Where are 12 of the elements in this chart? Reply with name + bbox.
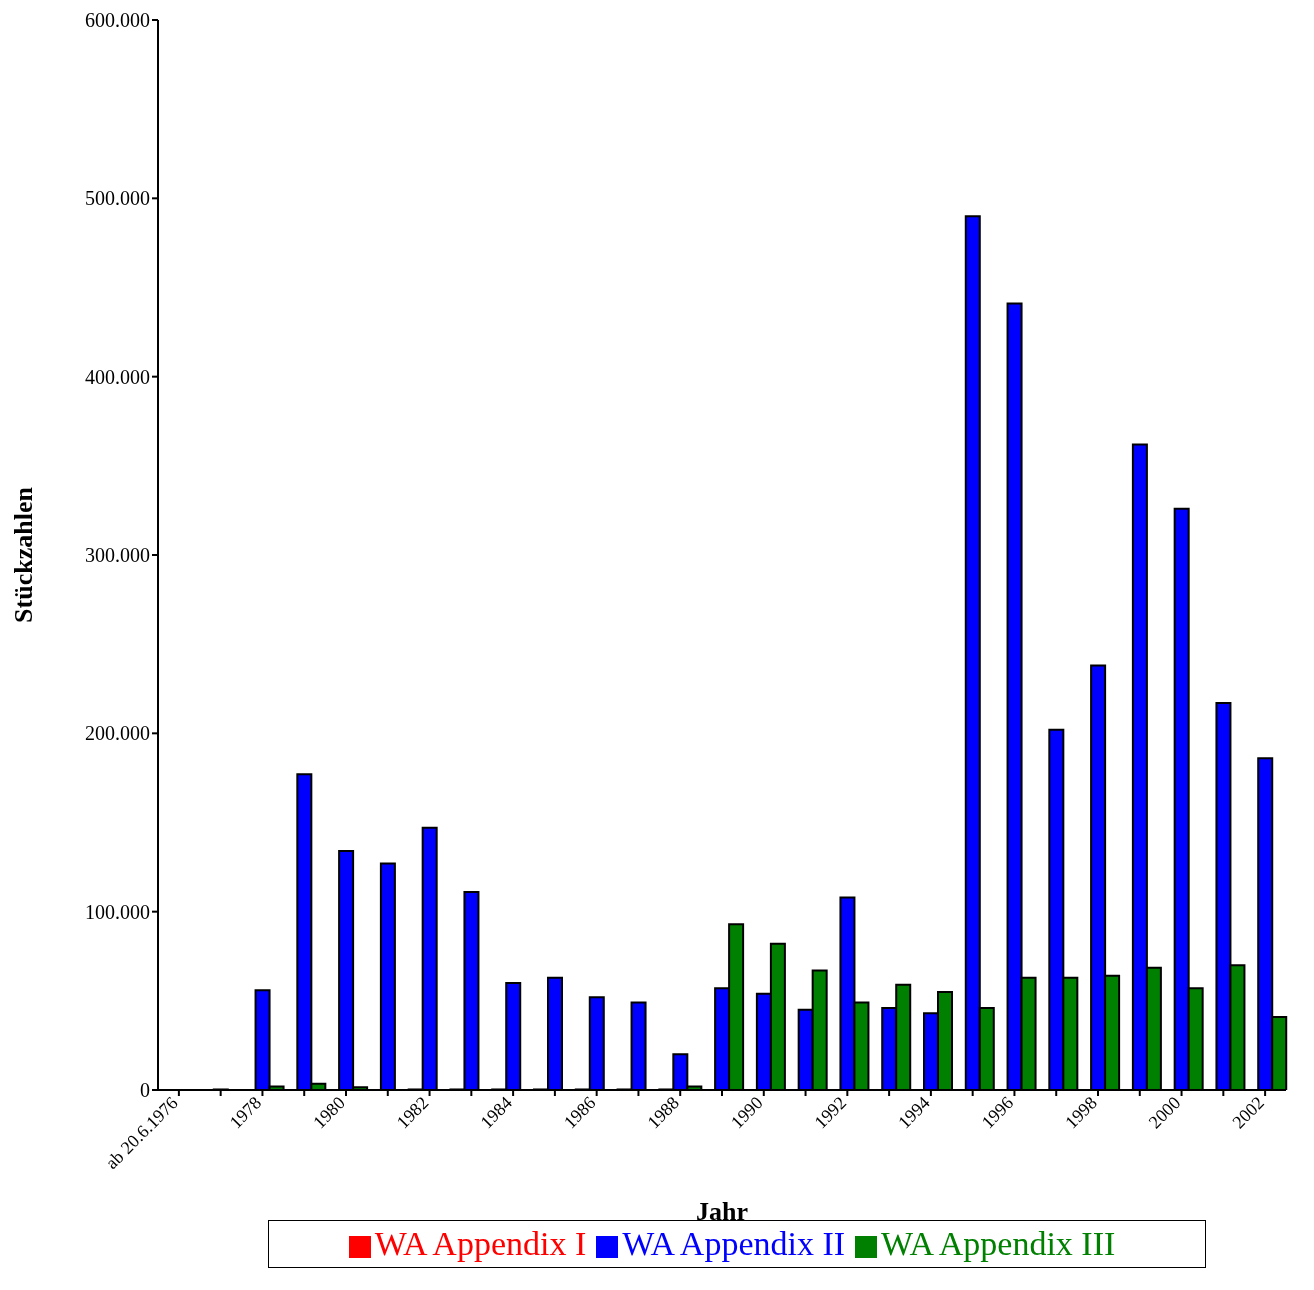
y-tick-label: 200.000 [85, 722, 150, 745]
y-tick-label: 400.000 [85, 365, 150, 388]
y-tick-label: 500.000 [85, 187, 150, 210]
x-axis-title: Jahr [696, 1197, 748, 1226]
y-tick-label: 100.000 [85, 900, 150, 923]
y-tick-label: 600.000 [85, 9, 150, 32]
legend-label: WA Appendix II [622, 1225, 846, 1262]
y-tick-label: 300.000 [85, 544, 150, 567]
y-tick-label: 0 [140, 1079, 150, 1102]
y-axis-title: Stückzahlen [9, 486, 39, 623]
legend-label: WA Appendix III [881, 1225, 1116, 1262]
legend-label: WA Appendix I [374, 1225, 587, 1262]
